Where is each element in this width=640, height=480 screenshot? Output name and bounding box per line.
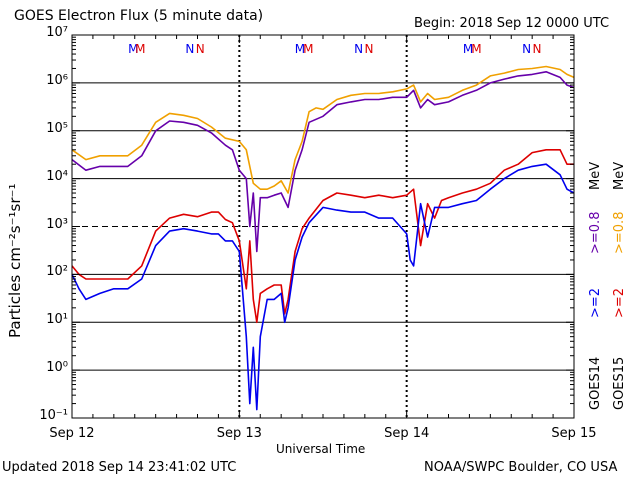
footer-credit: NOAA/SWPC Boulder, CO USA [424, 460, 618, 475]
label-goes14: GOES14 [588, 356, 603, 410]
series-goes14_ge2 [71, 163, 575, 411]
marker-m-goes14: M [463, 42, 473, 56]
gridlines [72, 35, 574, 418]
y-axis-label: Particles cm⁻²s⁻¹sr⁻¹ [6, 183, 24, 338]
legend-goes14-ge08: >=0.8 [588, 211, 603, 254]
footer-updated: Updated 2018 Sep 14 23:41:02 UTC [2, 460, 237, 475]
marker-m-goes14: M [128, 42, 138, 56]
y-tick-label: 10⁻¹ [39, 408, 68, 423]
marker-m-goes15: M [135, 42, 145, 56]
marker-n-goes14: N [354, 42, 363, 56]
y-tick-label: 10² [46, 264, 68, 280]
y-tick-label: 10⁴ [46, 168, 68, 184]
legend-goes15-ge2: >=2 [612, 287, 627, 318]
y-tick-label: 10⁰ [46, 360, 68, 376]
y-tick-label: 10³ [46, 216, 68, 232]
begin-label: Begin: 2018 Sep 12 0000 UTC [414, 16, 610, 31]
marker-n-goes14: N [522, 42, 531, 56]
axis-ticks [71, 34, 575, 419]
x-tick-label: Sep 14 [384, 426, 430, 441]
marker-n-goes15: N [533, 42, 542, 56]
series-goes14_ge08 [71, 71, 575, 253]
series-goes15_ge08 [71, 65, 575, 194]
marker-n-goes15: N [365, 42, 374, 56]
marker-m-goes14: M [295, 42, 305, 56]
x-axis-label: Universal Time [276, 442, 366, 456]
y-tick-label: 10⁶ [46, 72, 68, 88]
mn-markers: MM N N MM N N MM N N [128, 42, 541, 56]
label-goes15: GOES15 [612, 356, 627, 410]
y-tick-label: 10⁵ [46, 120, 68, 136]
y-tick-label: 10⁷ [46, 25, 68, 40]
x-tick-label: Sep 12 [49, 426, 95, 441]
marker-m-goes15: M [303, 42, 313, 56]
legend-goes15-ge08: >=0.8 [612, 211, 627, 254]
marker-n-goes14: N [185, 42, 194, 56]
chart-title: GOES Electron Flux (5 minute data) [14, 8, 264, 24]
legend-unit-1: MeV [588, 161, 603, 190]
legend-unit-2: MeV [612, 161, 627, 190]
marker-n-goes15: N [196, 42, 205, 56]
x-tick-label: Sep 15 [551, 426, 597, 441]
marker-m-goes15: M [471, 42, 481, 56]
series-goes15_ge2 [71, 149, 574, 324]
legend-goes14-ge2: >=2 [588, 287, 603, 318]
y-tick-label: 10¹ [46, 312, 68, 328]
data-series [71, 65, 575, 411]
x-tick-label: Sep 13 [216, 426, 262, 441]
